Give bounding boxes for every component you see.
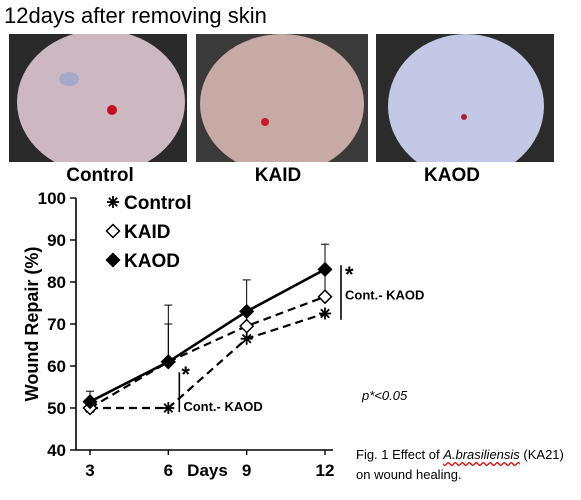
y-tick-label: 50 — [47, 399, 66, 418]
caption-suffix: (KA21) on wound healing. — [356, 447, 564, 482]
significance-star: * — [181, 362, 190, 387]
legend-marker-control — [108, 197, 118, 207]
photo-label-control: Control — [66, 165, 134, 186]
legend-label-kaod: KAOD — [124, 251, 180, 272]
significance-label: Cont.- KAOD — [183, 399, 262, 414]
marker-kaod — [317, 261, 333, 277]
marker-kaod — [160, 354, 176, 370]
photo-control — [9, 34, 187, 162]
y-tick-label: 70 — [47, 315, 66, 334]
marker-kaid — [317, 289, 333, 305]
series-line-kaod — [89, 268, 326, 403]
significance-label: Cont.- KAOD — [345, 288, 424, 303]
wound-repair-chart: 40 50 60 70 80 90 100 3 6 9 12 Days Wound Repair (%)… — [22, 189, 424, 480]
legend-label-control: Control — [124, 193, 192, 214]
marker-control — [163, 403, 174, 413]
marker-control — [241, 333, 252, 344]
legend-marker-kaid — [105, 223, 121, 239]
x-tick-label: 6 — [164, 461, 173, 480]
legend-label-kaid: KAID — [124, 222, 170, 243]
marker-kaid — [239, 318, 255, 334]
caption-species: A.brasiliensis — [443, 447, 520, 462]
figure-caption: Fig. 1 Effect of A.brasiliensis (KA21) o… — [356, 445, 581, 485]
series-line-kaid — [89, 295, 326, 409]
x-tick-label: 9 — [242, 461, 251, 480]
photo-label-kaod: KAOD — [424, 165, 480, 186]
y-tick-label: 40 — [47, 441, 66, 460]
series-line-control — [90, 312, 326, 410]
x-tick-label: 3 — [85, 461, 94, 480]
y-axis-label: Wound Repair (%) — [22, 247, 42, 402]
y-tick-label: 60 — [47, 357, 66, 376]
x-tick-label: 12 — [316, 461, 335, 480]
x-axis-label: Days — [187, 461, 228, 480]
photo-label-kaid: KAID — [254, 165, 302, 186]
figure-heading: 12days after removing skin — [4, 3, 267, 28]
y-tick-label: 90 — [47, 231, 66, 250]
caption-prefix: Fig. 1 Effect of — [356, 447, 444, 462]
photo-kaid — [196, 34, 368, 162]
marker-kaod — [82, 394, 98, 410]
y-tick-label: 80 — [47, 273, 66, 292]
marker-kaod — [239, 303, 255, 319]
significance-star: * — [345, 262, 354, 287]
p-value-note: p*<0.05 — [361, 388, 408, 403]
photo-kaod — [376, 34, 554, 162]
y-tick-label: 100 — [38, 189, 66, 208]
legend-marker-kaod — [105, 252, 121, 268]
marker-control — [320, 308, 330, 319]
